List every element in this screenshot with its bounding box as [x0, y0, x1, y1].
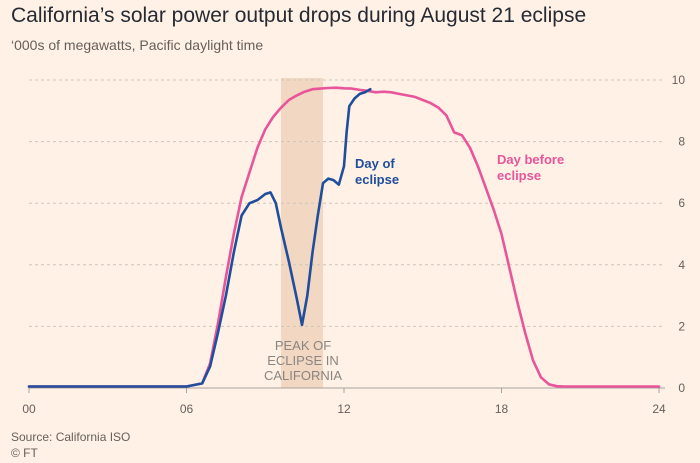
eclipse-peak-label-line: ECLIPSE IN: [267, 353, 339, 368]
y-tick-label: 4: [678, 258, 685, 272]
y-tick-label: 2: [678, 319, 685, 333]
source-note: Source: California ISO: [11, 430, 131, 444]
eclipse-peak-label: PEAK OF ECLIPSE IN CALIFORNIA: [264, 338, 342, 383]
x-tick-label: 24: [652, 402, 666, 416]
x-tick-label: 06: [180, 402, 194, 416]
eclipse-peak-label-line: PEAK OF: [275, 338, 331, 353]
series-label-line: Day of: [355, 156, 395, 171]
x-tick-label: 18: [495, 402, 509, 416]
series-label-line: eclipse: [355, 172, 399, 187]
y-tick-label: 10: [672, 73, 686, 87]
series-lines: [27, 86, 661, 388]
day-of-eclipse-line: [27, 87, 372, 388]
x-tick-label: 00: [22, 402, 36, 416]
x-tick-label: 12: [337, 402, 351, 416]
chart-title: California’s solar power output drops du…: [11, 4, 587, 27]
y-tick-label: 8: [678, 135, 685, 149]
day-before-eclipse-line: [27, 86, 661, 388]
day-of-eclipse-label: Day of eclipse: [355, 156, 399, 187]
day-before-eclipse-label: Day before eclipse: [497, 152, 564, 183]
y-tick-label: 0: [678, 381, 685, 395]
chart-subtitle: ‘000s of megawatts, Pacific daylight tim…: [11, 37, 264, 53]
series-label-line: Day before: [497, 152, 564, 167]
ft-credit: © FT: [11, 446, 38, 460]
series-label-line: eclipse: [497, 168, 541, 183]
y-tick-label: 6: [678, 196, 685, 210]
eclipse-peak-label-line: CALIFORNIA: [264, 368, 342, 383]
